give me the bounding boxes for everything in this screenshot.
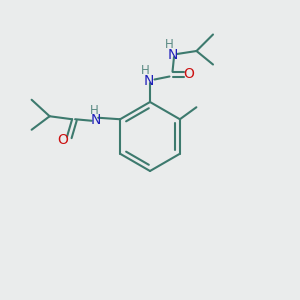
Text: H: H: [165, 38, 174, 51]
Text: N: N: [91, 113, 101, 127]
Text: H: H: [90, 104, 99, 117]
Text: N: N: [167, 48, 178, 62]
Text: O: O: [183, 67, 194, 81]
Text: H: H: [141, 64, 150, 77]
Text: N: N: [143, 74, 154, 88]
Text: O: O: [57, 133, 68, 147]
